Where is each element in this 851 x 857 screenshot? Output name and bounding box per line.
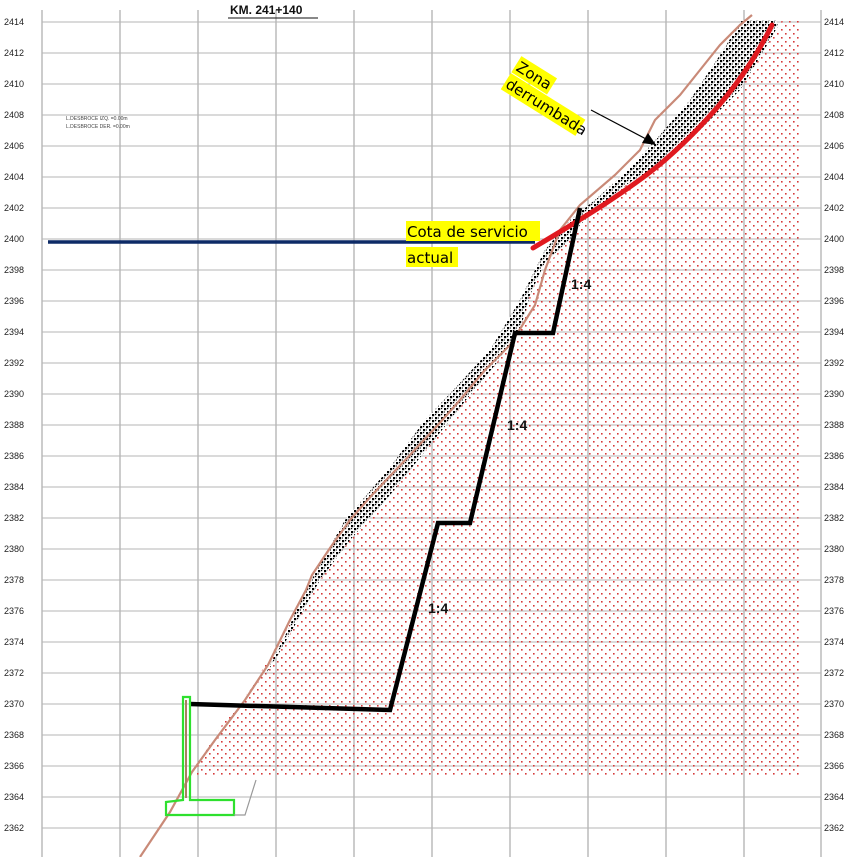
elevation-axis-right: 2414 2412 2410 2408 2406 2404 2402 2400 2398 2396… — [824, 17, 844, 833]
elevation-axis-left: 2414 2412 2410 2408 2406 2404 2402 2400 2398 2396… — [4, 17, 24, 833]
elevation-tick-right: 2386 — [824, 451, 844, 461]
elevation-tick-right: 2402 — [824, 203, 844, 213]
elevation-tick-left: 2364 — [4, 792, 24, 802]
cota-servicio-label: Cota de servicio actual — [406, 221, 540, 267]
elevation-tick-left: 2404 — [4, 172, 24, 182]
elevation-tick-left: 2368 — [4, 730, 24, 740]
elevation-tick-left: 2390 — [4, 389, 24, 399]
elevation-tick-right: 2410 — [824, 79, 844, 89]
collapsed-zone-rubble — [265, 20, 778, 675]
elevation-tick-right: 2374 — [824, 637, 844, 647]
elevation-tick-left: 2414 — [4, 17, 24, 27]
elevation-tick-left: 2362 — [4, 823, 24, 833]
elevation-tick-left: 2410 — [4, 79, 24, 89]
elevation-tick-right: 2378 — [824, 575, 844, 585]
elevation-tick-right: 2368 — [824, 730, 844, 740]
elevation-tick-right: 2400 — [824, 234, 844, 244]
elevation-tick-right: 2388 — [824, 420, 844, 430]
note-right: L.DESBROCE DER. =0.00m — [66, 124, 130, 130]
elevation-tick-left: 2408 — [4, 110, 24, 120]
zona-derrumbada-label: Zona derrumbada — [500, 56, 590, 139]
elevation-tick-right: 2392 — [824, 358, 844, 368]
elevation-tick-right: 2362 — [824, 823, 844, 833]
elevation-tick-left: 2398 — [4, 265, 24, 275]
elevation-tick-left: 2396 — [4, 296, 24, 306]
slope-ratio-top: 1:4 — [571, 276, 591, 292]
elevation-tick-right: 2412 — [824, 48, 844, 58]
elevation-tick-left: 2392 — [4, 358, 24, 368]
elevation-tick-left: 2384 — [4, 482, 24, 492]
elevation-tick-left: 2386 — [4, 451, 24, 461]
elevation-tick-right: 2366 — [824, 761, 844, 771]
zona-arrow-line — [590, 109, 649, 141]
elevation-tick-left: 2380 — [4, 544, 24, 554]
proposed-excavation-line — [189, 207, 583, 713]
cota-label-line1: Cota de servicio — [407, 223, 528, 241]
elevation-tick-left: 2382 — [4, 513, 24, 523]
elevation-tick-left: 2388 — [4, 420, 24, 430]
zona-arrow-head — [642, 133, 656, 145]
slope-ratio-lower: 1:4 — [428, 600, 448, 616]
elevation-tick-right: 2376 — [824, 606, 844, 616]
ground-section-hatch — [192, 20, 800, 776]
elevation-tick-right: 2380 — [824, 544, 844, 554]
elevation-tick-left: 2402 — [4, 203, 24, 213]
elevation-tick-right: 2406 — [824, 141, 844, 151]
elevation-tick-right: 2408 — [824, 110, 844, 120]
elevation-tick-right: 2398 — [824, 265, 844, 275]
elevation-tick-right: 2382 — [824, 513, 844, 523]
note-left: L.DESBROCE IZQ. =0.00m — [66, 116, 128, 122]
elevation-tick-right: 2384 — [824, 482, 844, 492]
elevation-tick-right: 2370 — [824, 699, 844, 709]
chainage-title: KM. 241+140 — [230, 3, 303, 17]
elevation-tick-right: 2390 — [824, 389, 844, 399]
elevation-tick-right: 2394 — [824, 327, 844, 337]
elevation-tick-left: 2374 — [4, 637, 24, 647]
wall-footing-outline — [234, 779, 257, 816]
elevation-tick-left: 2394 — [4, 327, 24, 337]
cota-label-line2: actual — [407, 249, 453, 267]
elevation-tick-left: 2412 — [4, 48, 24, 58]
elevation-tick-left: 2372 — [4, 668, 24, 678]
elevation-tick-left: 2406 — [4, 141, 24, 151]
slope-ratio-middle: 1:4 — [507, 417, 527, 433]
elevation-tick-left: 2370 — [4, 699, 24, 709]
elevation-tick-right: 2414 — [824, 17, 844, 27]
elevation-tick-left: 2376 — [4, 606, 24, 616]
terrain-line — [139, 14, 753, 857]
elevation-tick-right: 2396 — [824, 296, 844, 306]
elevation-tick-right: 2364 — [824, 792, 844, 802]
elevation-tick-left: 2400 — [4, 234, 24, 244]
elevation-tick-right: 2372 — [824, 668, 844, 678]
elevation-tick-left: 2378 — [4, 575, 24, 585]
elevation-tick-left: 2366 — [4, 761, 24, 771]
elevation-tick-right: 2404 — [824, 172, 844, 182]
